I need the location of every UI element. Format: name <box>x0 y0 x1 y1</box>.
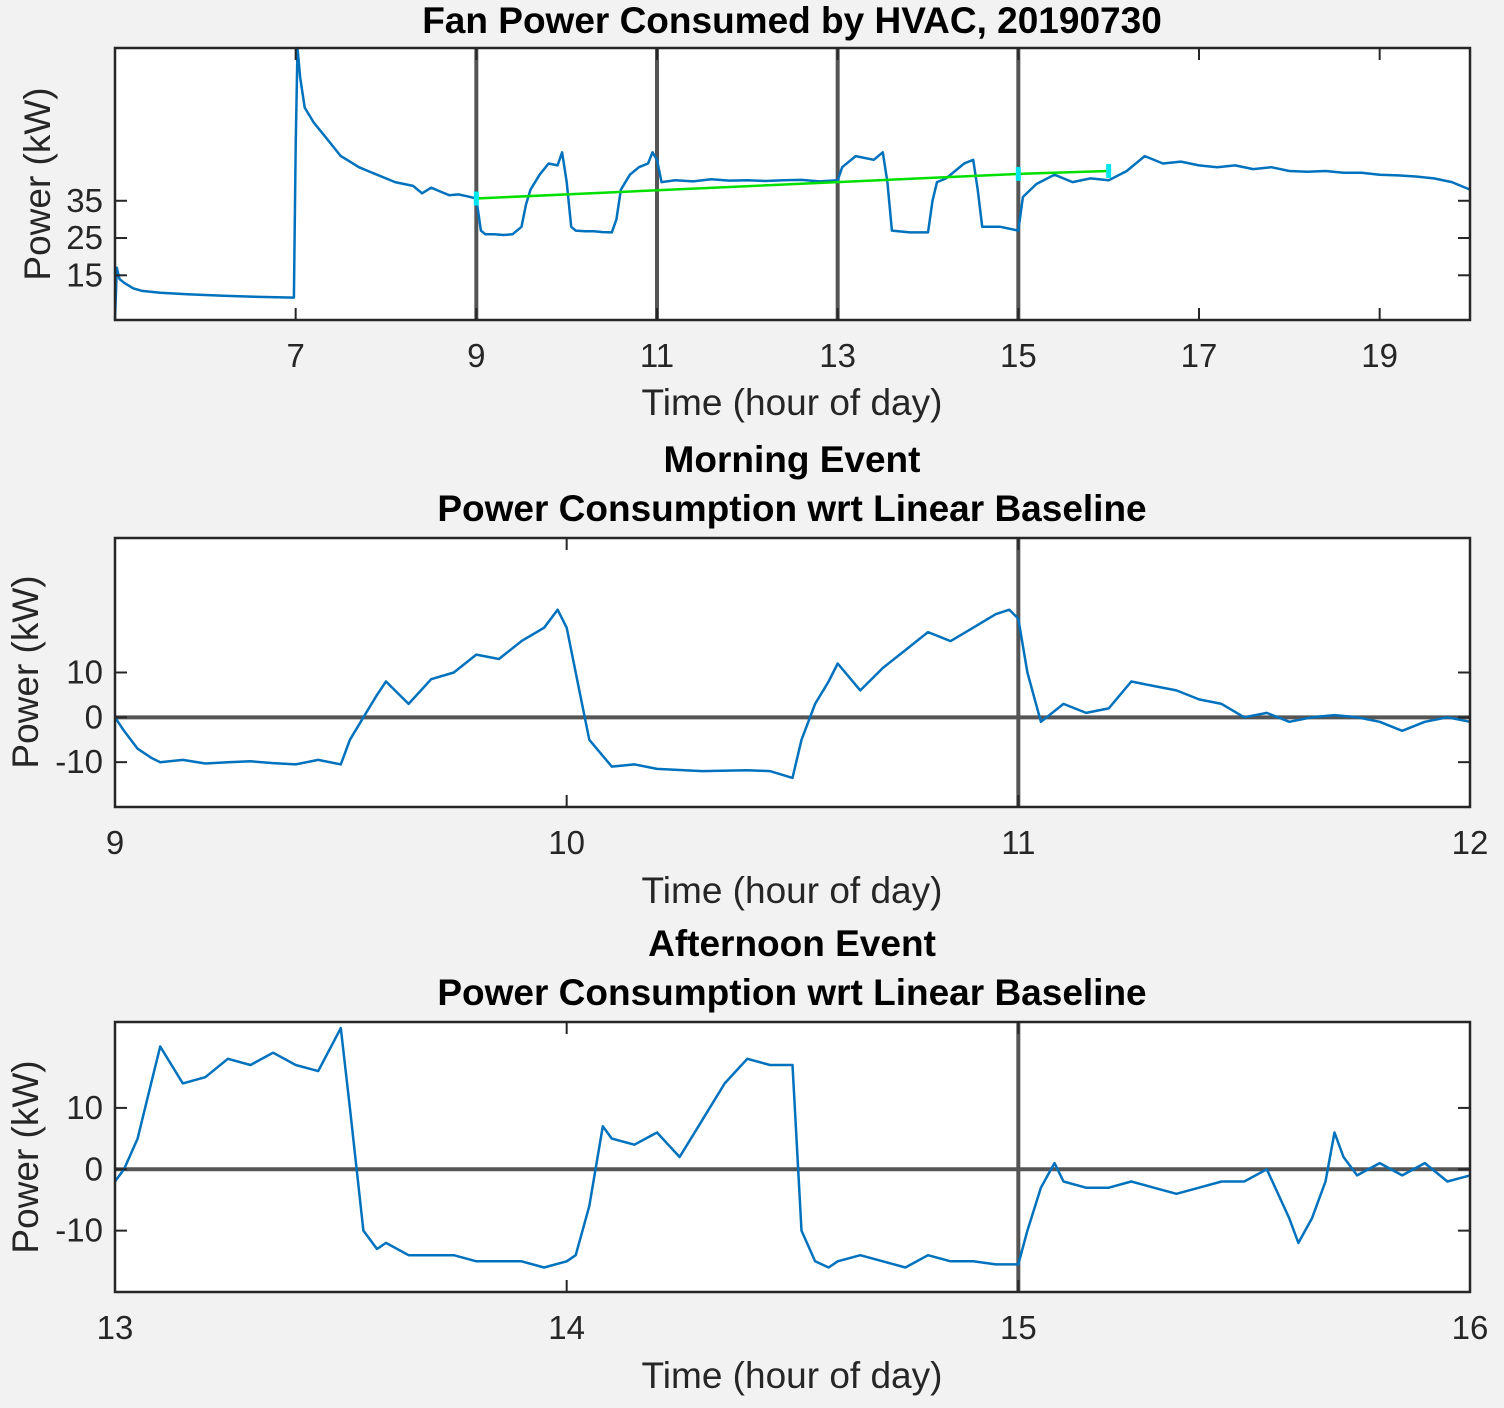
x-axis-label-3: Time (hour of day) <box>642 1355 943 1396</box>
x-tick-label: 14 <box>548 1309 585 1346</box>
x-tick-label: 13 <box>819 337 856 374</box>
x-tick-label: 15 <box>1000 1309 1037 1346</box>
x-axis-label-1: Time (hour of day) <box>642 382 943 423</box>
chart-title-3-line1: Afternoon Event <box>648 923 936 964</box>
x-tick-label: 12 <box>1452 824 1489 861</box>
y-axis-label-3: Power (kW) <box>5 1060 46 1253</box>
axes-background-2 <box>115 538 1470 807</box>
x-tick-label: 10 <box>548 824 585 861</box>
x-ticks-2: 9 10 11 12 <box>106 538 1489 861</box>
series-group-1 <box>113 46 1471 321</box>
y-tick-label: -10 <box>55 1212 103 1249</box>
y-tick-label: 10 <box>66 654 103 691</box>
chart-title-2-line2: Power Consumption wrt Linear Baseline <box>437 488 1146 529</box>
y-tick-label: 15 <box>66 256 103 293</box>
y-axis-label-1: Power (kW) <box>17 87 58 280</box>
chart-title-2-line1: Morning Event <box>664 439 921 480</box>
series-group-3 <box>113 1026 1471 1269</box>
y-tick-label: 0 <box>85 698 103 735</box>
power-series-line <box>113 1026 1471 1269</box>
y-tick-label: 35 <box>66 182 103 219</box>
x-tick-label: 15 <box>1000 337 1037 374</box>
x-tick-label: 17 <box>1181 337 1218 374</box>
reference-lines-3 <box>115 1022 1470 1292</box>
power-series-line <box>113 608 1471 780</box>
x-axis-label-2: Time (hour of day) <box>642 870 943 911</box>
x-tick-label: 9 <box>106 824 124 861</box>
axes-frame-3 <box>113 1020 1472 1294</box>
y-tick-label: 10 <box>66 1089 103 1126</box>
chart-title-3-line2: Power Consumption wrt Linear Baseline <box>437 972 1146 1013</box>
power-series-line <box>113 46 1471 321</box>
axes-frame-1 <box>113 46 1472 322</box>
y-tick-label: 0 <box>85 1150 103 1187</box>
y-tick-label: 25 <box>66 219 103 256</box>
axes-background-3 <box>115 1022 1470 1292</box>
y-ticks-2: -10 0 10 <box>55 654 1470 780</box>
panel-afternoon-event: Afternoon Event Power Consumption wrt Li… <box>5 923 1488 1396</box>
x-tick-label: 9 <box>467 337 485 374</box>
x-ticks-3: 13 14 15 16 <box>97 1022 1489 1346</box>
x-tick-label: 7 <box>286 337 304 374</box>
series-group-2 <box>113 608 1471 780</box>
x-tick-label: 19 <box>1361 337 1398 374</box>
x-tick-label: 11 <box>640 337 674 374</box>
x-tick-label: 13 <box>97 1309 134 1346</box>
x-tick-label: 11 <box>1001 824 1035 861</box>
y-tick-label: -10 <box>55 743 103 780</box>
x-tick-label: 16 <box>1452 1309 1489 1346</box>
chart-title-1: Fan Power Consumed by HVAC, 20190730 <box>422 0 1162 41</box>
reference-lines-1 <box>474 48 1021 320</box>
panel-morning-event: Morning Event Power Consumption wrt Line… <box>5 439 1488 911</box>
x-ticks-1: 7 9 11 13 15 17 19 <box>286 48 1398 374</box>
y-ticks-3: -10 0 10 <box>55 1089 1470 1249</box>
panel-fan-power: Fan Power Consumed by HVAC, 20190730 7 9 1… <box>17 0 1472 423</box>
y-axis-label-2: Power (kW) <box>5 575 46 768</box>
